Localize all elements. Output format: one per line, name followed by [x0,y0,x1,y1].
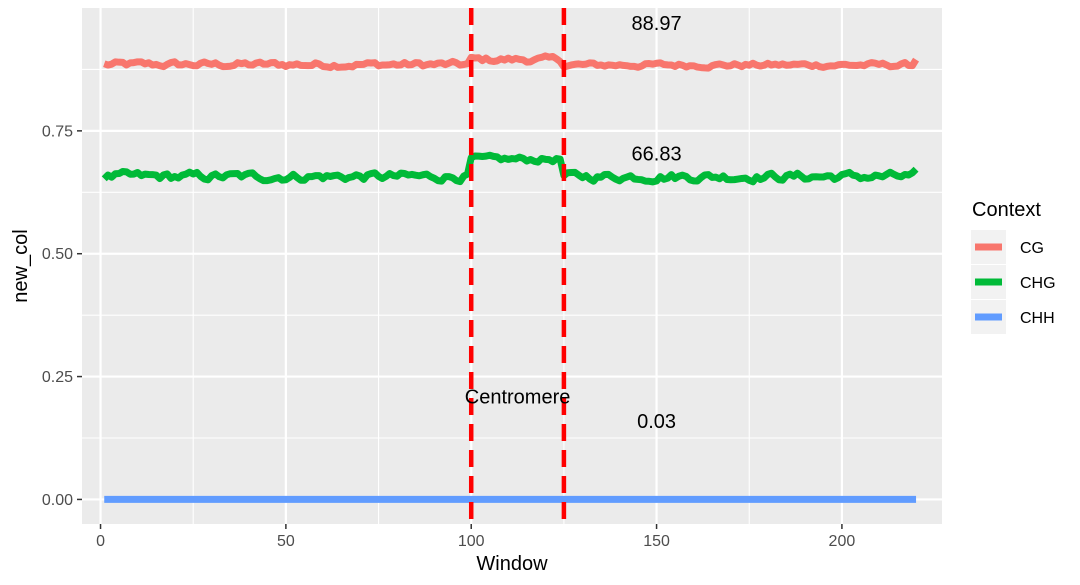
x-tick-label: 0 [96,533,105,550]
y-tick-label: 0.25 [42,369,73,386]
series-line-chg [101,151,919,186]
annotation-label: Centromere [465,387,571,409]
series-line-cg [103,52,920,72]
vline-layer [468,8,567,524]
annotation-label: 0.03 [637,411,676,433]
legend-label: CHH [1020,310,1055,327]
y-axis-title: new_col [10,229,32,302]
y-axis: 0.00 0.25 0.50 0.75 [42,123,82,509]
x-tick-label: 100 [458,533,485,550]
annotation-label: 66.83 [632,143,682,165]
series-layer [101,52,920,503]
annotation-label: 88.97 [632,13,682,35]
y-tick-label: 0.50 [42,246,73,263]
x-tick-label: 200 [829,533,856,550]
panel-background [82,8,942,524]
legend-label: CHG [1020,275,1056,292]
y-tick-label: 0.75 [42,123,73,140]
x-axis: 0 50 100 150 200 [96,524,855,550]
legend-title: Context [972,199,1041,221]
x-tick-label: 50 [277,533,295,550]
legend: Context CG CHG CHH [971,199,1056,334]
x-tick-label: 150 [643,533,670,550]
x-axis-title: Window [476,553,548,575]
y-tick-label: 0.00 [42,492,73,509]
annotation-layer: 88.97 66.83 Centromere 0.03 [465,13,682,433]
legend-label: CG [1020,240,1044,257]
